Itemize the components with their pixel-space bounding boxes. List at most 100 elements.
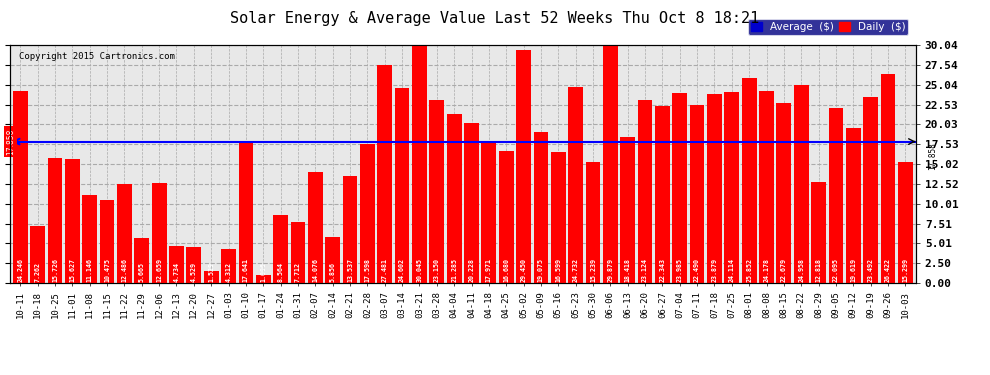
Bar (412, 45, 427, 283)
Bar (759, 92, 774, 283)
Text: 14.076: 14.076 (312, 258, 319, 282)
Text: 7.712: 7.712 (295, 261, 301, 282)
Bar (672, 93, 687, 283)
Bar (446, 114, 461, 283)
Bar (169, 246, 184, 283)
Text: 1.006: 1.006 (260, 261, 266, 282)
Bar (13, 91, 28, 283)
Text: 4.529: 4.529 (191, 261, 197, 282)
Bar (725, 92, 740, 283)
Text: 23.492: 23.492 (867, 258, 873, 282)
Text: 24.602: 24.602 (399, 258, 405, 282)
Bar (273, 215, 288, 283)
Bar (326, 237, 340, 283)
Bar (48, 159, 62, 283)
Bar (343, 176, 357, 283)
Text: 4.734: 4.734 (173, 261, 179, 282)
Bar (186, 247, 201, 283)
Bar (151, 183, 166, 283)
Text: 27.481: 27.481 (382, 258, 388, 282)
Bar (255, 275, 270, 283)
Bar (707, 94, 722, 283)
Text: 4.312: 4.312 (226, 261, 232, 282)
Bar (516, 50, 531, 283)
Text: Copyright 2015 Cartronics.com: Copyright 2015 Cartronics.com (19, 52, 175, 61)
Bar (829, 108, 843, 283)
Bar (360, 144, 375, 283)
Bar (586, 162, 600, 283)
Text: 17.598: 17.598 (364, 258, 370, 282)
Bar (82, 195, 97, 283)
Text: 17.971: 17.971 (486, 258, 492, 282)
Text: 5.665: 5.665 (139, 261, 145, 282)
Text: 24.958: 24.958 (798, 258, 804, 282)
Bar (811, 182, 826, 283)
Bar (377, 65, 392, 283)
Text: Solar Energy & Average Value Last 52 Weeks Thu Oct 8 18:21: Solar Energy & Average Value Last 52 Wee… (231, 11, 759, 26)
Text: 17.858: 17.858 (6, 128, 15, 155)
Bar (430, 100, 445, 283)
Bar (638, 100, 652, 283)
Text: 15.627: 15.627 (69, 258, 75, 282)
Text: 25.852: 25.852 (746, 258, 752, 282)
Text: 17.641: 17.641 (243, 258, 248, 282)
Bar (742, 78, 756, 283)
Text: 24.732: 24.732 (572, 258, 578, 282)
Text: 5.856: 5.856 (330, 261, 336, 282)
Text: 8.564: 8.564 (277, 261, 283, 282)
Text: 10.475: 10.475 (104, 258, 110, 282)
Text: 15.299: 15.299 (902, 258, 909, 282)
Text: 11.146: 11.146 (87, 258, 93, 282)
Text: 7.262: 7.262 (35, 261, 41, 282)
Text: 21.285: 21.285 (451, 258, 457, 282)
Text: 23.879: 23.879 (712, 258, 718, 282)
Bar (776, 104, 791, 283)
Text: 22.490: 22.490 (694, 258, 700, 282)
Bar (31, 225, 45, 283)
Bar (204, 271, 219, 283)
Text: 12.486: 12.486 (122, 258, 128, 282)
Bar (621, 137, 635, 283)
Text: 29.450: 29.450 (521, 258, 527, 282)
Bar (794, 85, 809, 283)
Bar (117, 184, 132, 283)
Text: 23.124: 23.124 (643, 258, 648, 282)
Bar (898, 162, 913, 283)
Bar (550, 152, 565, 283)
Text: 19.075: 19.075 (538, 258, 544, 282)
Bar (845, 128, 860, 283)
Bar (291, 222, 305, 283)
Text: 17.858: 17.858 (928, 142, 938, 170)
Bar (395, 88, 410, 283)
Bar (308, 171, 323, 283)
Bar (464, 123, 479, 283)
Text: 23.985: 23.985 (677, 258, 683, 282)
Bar (690, 105, 705, 283)
Bar (863, 97, 878, 283)
Bar (481, 141, 496, 283)
Bar (881, 74, 895, 283)
Text: 24.178: 24.178 (763, 258, 769, 282)
Bar (221, 249, 236, 283)
Bar (655, 106, 670, 283)
Text: 24.114: 24.114 (729, 258, 735, 282)
Text: 24.246: 24.246 (17, 258, 24, 282)
Text: 15.726: 15.726 (52, 258, 58, 282)
Bar (135, 238, 149, 283)
Text: 30.045: 30.045 (417, 258, 423, 282)
Text: 29.879: 29.879 (607, 258, 614, 282)
Text: 12.659: 12.659 (156, 258, 162, 282)
Text: 16.599: 16.599 (555, 258, 561, 282)
Text: 20.228: 20.228 (468, 258, 474, 282)
Text: 23.150: 23.150 (434, 258, 440, 282)
Bar (65, 159, 80, 283)
Legend: Average  ($), Daily  ($): Average ($), Daily ($) (748, 19, 909, 36)
Text: 22.679: 22.679 (781, 258, 787, 282)
Text: 13.537: 13.537 (347, 258, 353, 282)
Text: 12.818: 12.818 (816, 258, 822, 282)
Text: 1.529: 1.529 (208, 261, 214, 282)
Text: 19.619: 19.619 (850, 258, 856, 282)
Bar (568, 87, 583, 283)
Text: 22.095: 22.095 (833, 258, 839, 282)
Text: 18.418: 18.418 (625, 258, 631, 282)
